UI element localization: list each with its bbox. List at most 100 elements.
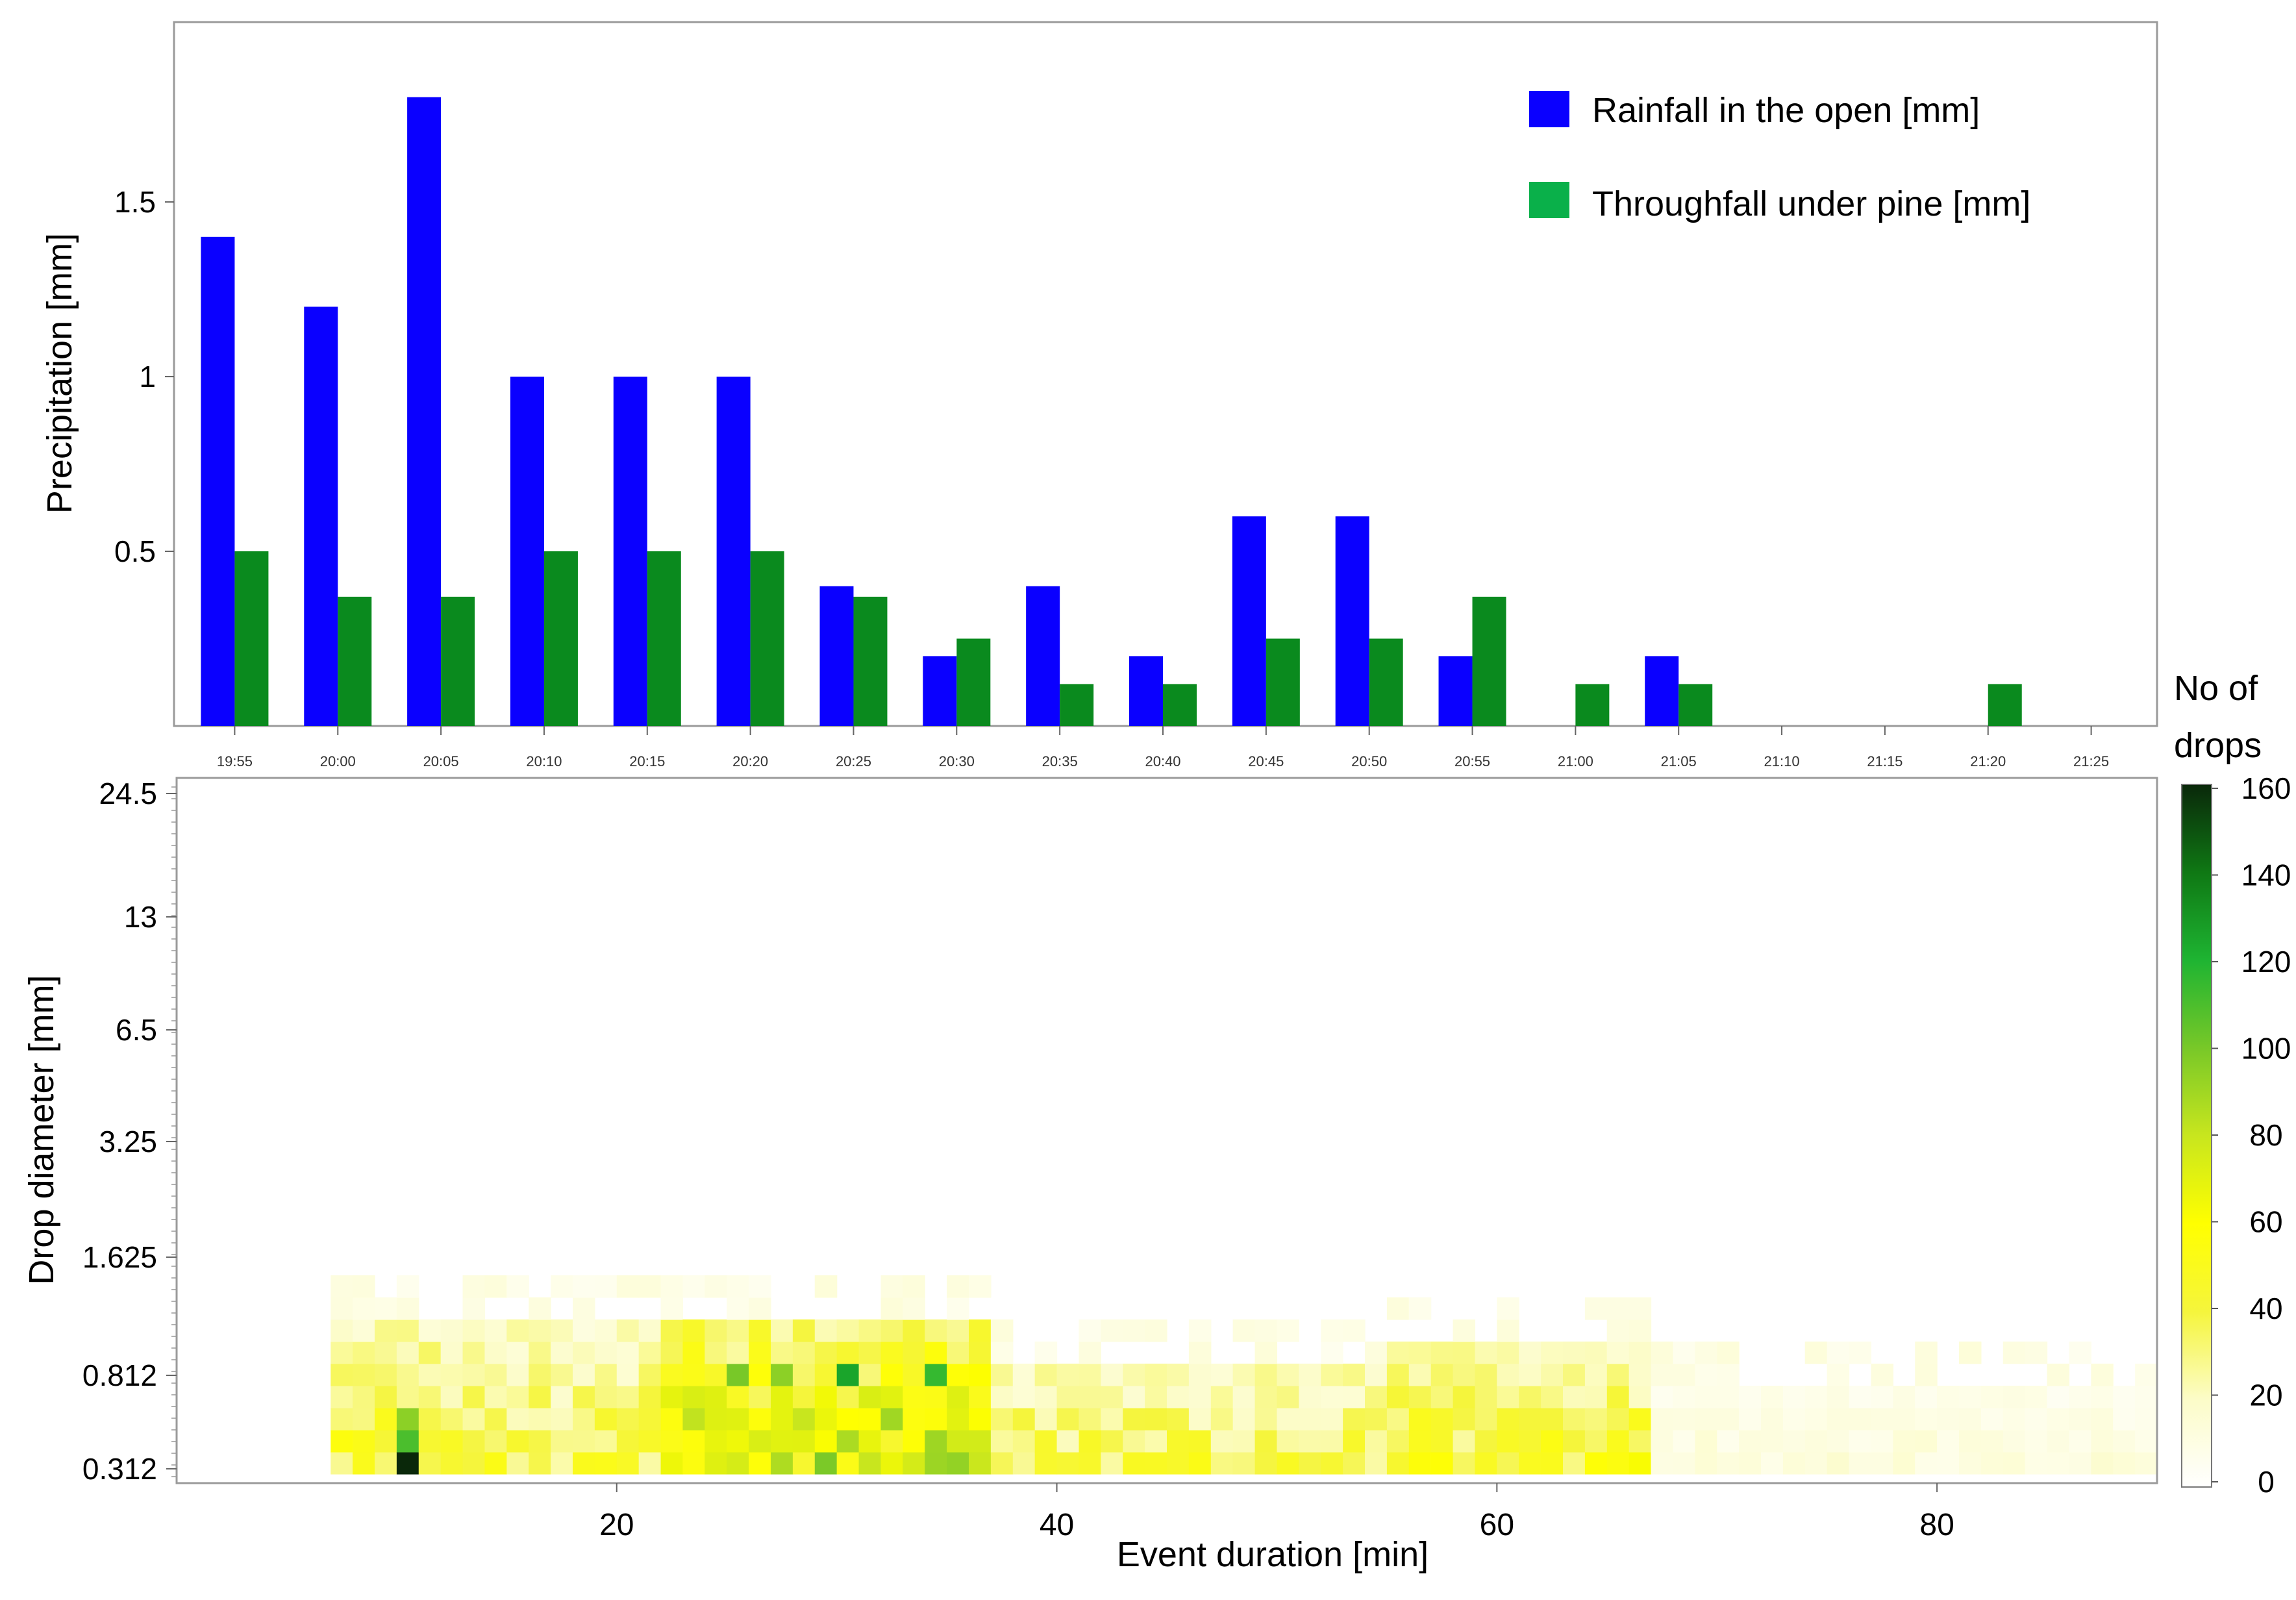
heatmap-cell: [771, 1430, 793, 1453]
heatmap-cell: [1188, 1408, 1212, 1431]
heatmap-cell: [529, 1342, 551, 1364]
heatmap-cell: [2113, 1452, 2136, 1475]
heatmap-cell: [836, 1452, 860, 1475]
heatmap-cell: [925, 1408, 947, 1431]
heatmap-y-tick-label: 0.812: [82, 1358, 157, 1392]
heatmap-cell: [1408, 1364, 1432, 1386]
heatmap-cell: [506, 1364, 529, 1386]
heatmap-cell: [1871, 1452, 1893, 1475]
heatmap-cell: [551, 1430, 573, 1453]
heatmap-cell: [1079, 1408, 1101, 1431]
heatmap-cell: [396, 1408, 419, 1431]
heatmap-cell: [1497, 1386, 1519, 1408]
heatmap-cell: [1232, 1386, 1256, 1408]
colorbar-label-line1: No of: [2174, 669, 2258, 708]
heatmap-cell: [1232, 1319, 1256, 1342]
heatmap-y-axis-label: Drop diameter [mm]: [22, 975, 61, 1284]
heatmap-cell: [1827, 1430, 1850, 1453]
heatmap-cell: [947, 1430, 969, 1453]
heatmap-cell: [2047, 1408, 2070, 1431]
heatmap-cell: [529, 1386, 551, 1408]
bar-throughfall: [1988, 684, 2022, 726]
heatmap-cell: [990, 1386, 1014, 1408]
heatmap-y-tick-label: 3.25: [99, 1125, 157, 1158]
heatmap-cell: [682, 1342, 705, 1364]
heatmap-cell: [1915, 1408, 1938, 1431]
heatmap-cell: [1145, 1319, 1167, 1342]
heatmap-cell: [1782, 1408, 1806, 1431]
heatmap-cell: [1475, 1430, 1497, 1453]
heatmap-cell: [396, 1430, 419, 1453]
heatmap-cell: [1232, 1430, 1256, 1453]
heatmap-cell: [1012, 1364, 1036, 1386]
heatmap-cell: [1871, 1364, 1893, 1386]
heatmap-cell: [616, 1386, 640, 1408]
heatmap-cell: [1167, 1408, 1190, 1431]
bar-throughfall: [1163, 684, 1197, 726]
heatmap-cell: [1277, 1364, 1299, 1386]
heatmap-cell: [1299, 1408, 1321, 1431]
heatmap-cell: [1232, 1408, 1256, 1431]
bar-chart-y-axis-label: Precipitation [mm]: [40, 233, 79, 514]
heatmap-cell: [331, 1342, 353, 1364]
heatmap-cell: [858, 1430, 882, 1453]
heatmap-y-tick-label: 1.625: [82, 1240, 157, 1274]
bar-y-tick-label: 1: [139, 360, 156, 394]
heatmap-cell: [1497, 1319, 1519, 1342]
bar-y-tick-label: 1.5: [114, 185, 156, 219]
heatmap-cell: [616, 1408, 640, 1431]
heatmap-cell: [727, 1430, 749, 1453]
heatmap-cell: [1145, 1364, 1167, 1386]
heatmap-cell: [1145, 1386, 1167, 1408]
heatmap-cell: [660, 1408, 684, 1431]
heatmap-cell: [1606, 1452, 1630, 1475]
heatmap-cell: [1430, 1386, 1454, 1408]
heatmap-cell: [1210, 1430, 1234, 1453]
heatmap-cell: [792, 1319, 816, 1342]
heatmap-cell: [1453, 1364, 1476, 1386]
heatmap-cell: [1541, 1452, 1564, 1475]
heatmap-cell: [1782, 1452, 1806, 1475]
heatmap-cell: [903, 1275, 925, 1298]
heatmap-cell: [969, 1364, 992, 1386]
heatmap-cell: [1299, 1364, 1321, 1386]
heatmap-cell: [573, 1430, 595, 1453]
heatmap-cell: [749, 1364, 771, 1386]
heatmap-cell: [705, 1408, 727, 1431]
colorbar-tick-label: 160: [2241, 771, 2291, 805]
heatmap-cell: [396, 1319, 419, 1342]
heatmap-cell: [1915, 1364, 1938, 1386]
heatmap-y-ticks: 0.312 0.812 1.625 3.25 6.5 13 24.5: [82, 777, 177, 1486]
heatmap-cell: [1167, 1386, 1190, 1408]
heatmap-cell: [1056, 1452, 1080, 1475]
heatmap-cell: [1386, 1297, 1410, 1320]
heatmap-cell: [925, 1386, 947, 1408]
bar-x-tick-label: 20:45: [1248, 753, 1284, 769]
heatmap-cell: [858, 1386, 882, 1408]
heatmap-cell: [727, 1275, 749, 1298]
heatmap-cell: [1673, 1408, 1695, 1431]
heatmap-cell: [1321, 1386, 1343, 1408]
heatmap-cell: [1408, 1342, 1432, 1364]
heatmap-cell: [1079, 1386, 1101, 1408]
heatmap-cell: [880, 1452, 903, 1475]
heatmap-cell: [353, 1386, 375, 1408]
heatmap-cell: [1386, 1408, 1410, 1431]
heatmap-cell: [551, 1342, 573, 1364]
heatmap-cell: [396, 1297, 419, 1320]
heatmap-cell: [1563, 1430, 1586, 1453]
legend-swatch-rainfall: [1529, 91, 1569, 127]
bar-chart-y-tick-labels: 0.5 1 1.5: [114, 185, 156, 568]
heatmap-cell: [375, 1342, 397, 1364]
heatmap-cell: [1365, 1342, 1388, 1364]
heatmap-cell: [682, 1319, 705, 1342]
heatmap-cell: [1453, 1408, 1476, 1431]
heatmap-cell: [396, 1452, 419, 1475]
heatmap-cell: [594, 1319, 618, 1342]
heatmap-cell: [1277, 1386, 1299, 1408]
heatmap-cell: [353, 1430, 375, 1453]
heatmap-cell: [1453, 1386, 1476, 1408]
heatmap-cell: [2135, 1452, 2158, 1475]
heatmap-cell: [418, 1364, 442, 1386]
heatmap-cell: [1277, 1430, 1299, 1453]
